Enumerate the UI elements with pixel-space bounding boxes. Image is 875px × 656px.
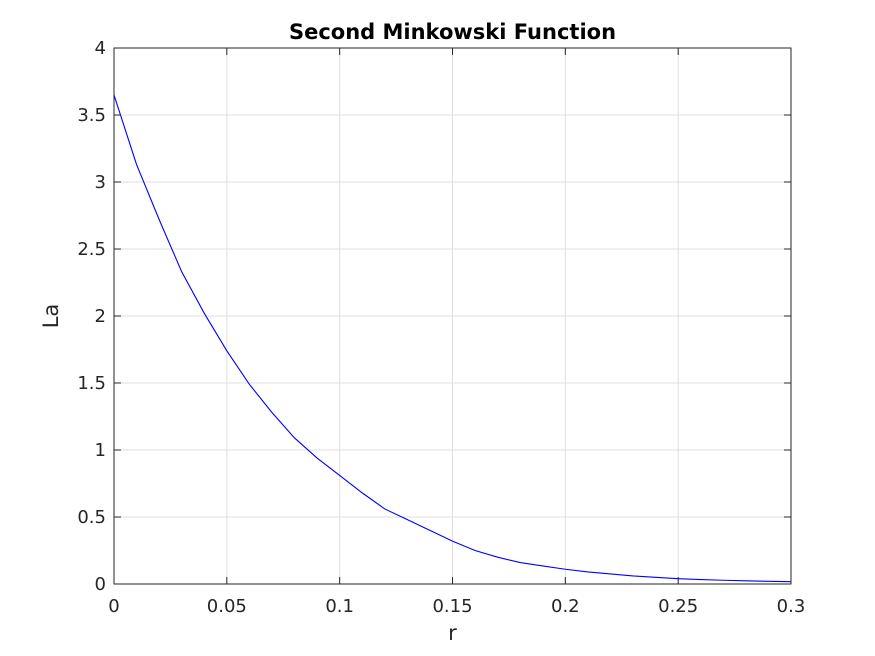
- x-tick-label: 0: [108, 596, 119, 617]
- y-tick-label: 2.5: [77, 239, 106, 260]
- y-tick-label: 4: [95, 38, 106, 59]
- y-tick-label: 2: [95, 306, 106, 327]
- x-tick-label: 0.3: [777, 596, 806, 617]
- y-tick-label: 0.5: [77, 507, 106, 528]
- y-tick-label: 3.5: [77, 105, 106, 126]
- x-tick-label: 0.15: [432, 596, 472, 617]
- x-tick-label: 0.1: [325, 596, 354, 617]
- grid: [114, 48, 791, 584]
- x-tick-label: 0.05: [207, 596, 247, 617]
- x-tick-label: 0.25: [658, 596, 698, 617]
- y-axis-label: La: [39, 304, 63, 329]
- chart-title: Second Minkowski Function: [289, 20, 616, 44]
- x-axis-label: r: [448, 621, 457, 645]
- ticks: 0 0.05 0.1 0.15 0.2 0.25 0.3 0 0.5 1 1.5 2 2.5 3 3.5 4: [77, 38, 805, 617]
- y-tick-label: 1.5: [77, 373, 106, 394]
- y-tick-label: 3: [95, 172, 106, 193]
- y-tick-label: 1: [95, 440, 106, 461]
- y-tick-label: 0: [95, 574, 106, 595]
- x-tick-label: 0.2: [551, 596, 580, 617]
